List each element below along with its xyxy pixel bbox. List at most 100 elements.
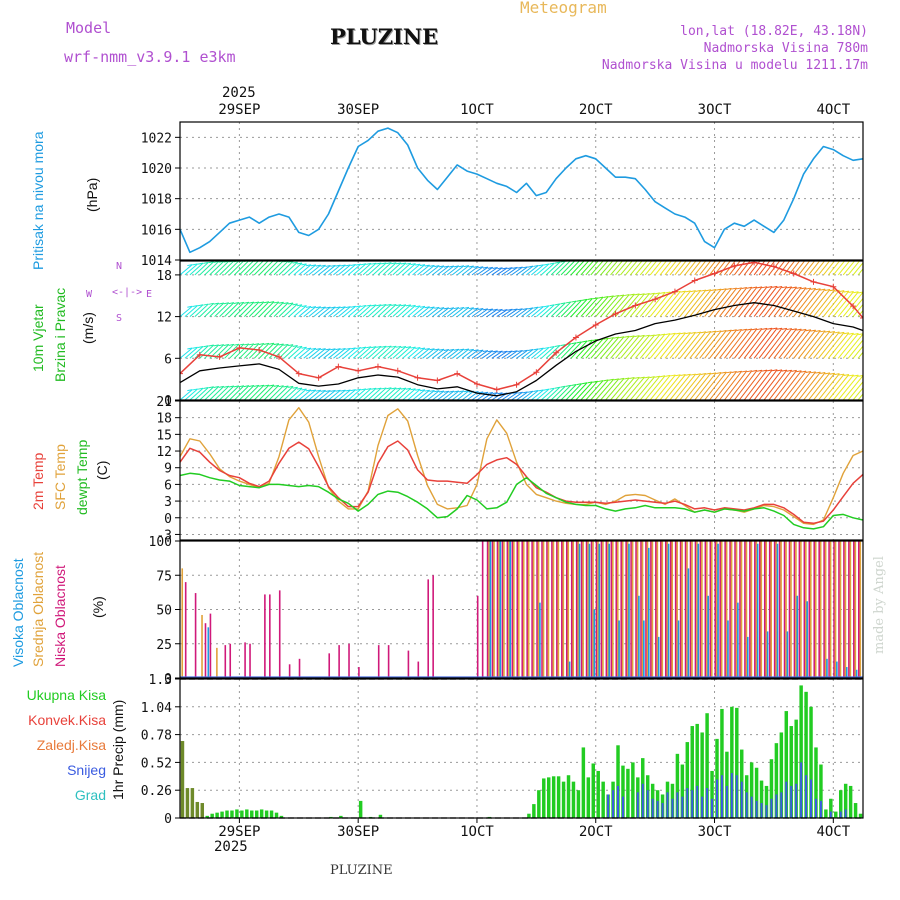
wind-barb — [862, 357, 863, 359]
wind-barb — [397, 346, 412, 359]
wind-barb-flag — [543, 263, 550, 266]
wind-barb — [248, 343, 265, 359]
wind-barb-flag — [253, 384, 260, 387]
bottom-year-label: 2025 — [214, 839, 248, 855]
wind-barb — [338, 347, 351, 359]
wind-barb-flag — [192, 388, 198, 391]
wind-barb — [204, 302, 220, 317]
precip-bar — [769, 759, 774, 818]
wind-barb — [540, 262, 555, 276]
wind-barb — [758, 261, 771, 276]
wind-barb-flag — [751, 369, 758, 372]
wind-barb-flag — [400, 262, 407, 265]
precip-bar — [804, 691, 808, 818]
wind-barb — [634, 376, 656, 400]
wind-barb — [862, 399, 863, 400]
wind-barb-flag — [434, 390, 440, 393]
wind-barb — [798, 261, 811, 276]
wind-barb-flag — [292, 303, 298, 306]
wind-barb — [501, 308, 513, 318]
wind-barb-flag — [741, 328, 747, 331]
wind-barb-flag — [350, 389, 356, 392]
wind-barb — [803, 372, 826, 400]
wind-barb-flag — [325, 348, 331, 351]
wind-barb-flag — [761, 327, 768, 330]
precip-bar — [735, 707, 739, 818]
wind-barb — [199, 344, 215, 359]
wind-barb-flag — [767, 245, 772, 246]
wind-barb — [288, 346, 303, 359]
wind-barb — [516, 391, 528, 400]
wind-barb — [328, 264, 341, 276]
wind-barb-flag — [243, 301, 250, 304]
snow-bar — [755, 800, 758, 818]
gust-marker — [180, 370, 183, 377]
wind-barb — [575, 339, 593, 359]
wind-barb — [634, 261, 648, 276]
y-tick-label: 25 — [156, 638, 172, 653]
wind-barb-flag — [634, 252, 639, 253]
wind-barb — [313, 306, 326, 317]
wind-barb — [620, 335, 640, 359]
snow-bar — [790, 785, 793, 818]
wind-barb-flag — [571, 383, 577, 386]
precip-bar — [339, 815, 343, 818]
wind-barb — [837, 291, 859, 317]
wind-barb — [728, 286, 753, 317]
wind-barb-flag — [565, 301, 571, 304]
wind-barb — [248, 384, 265, 400]
wind-barb — [278, 386, 294, 400]
wind-barb-flag — [549, 387, 555, 390]
wind-barb — [823, 373, 845, 400]
wind-barb-flag — [824, 372, 831, 375]
wind-barb-flag — [716, 330, 722, 333]
snow-bar — [716, 779, 718, 818]
wind-barb-flag — [533, 306, 539, 309]
wind-barb — [595, 337, 615, 359]
model-name: wrf-nmm_v3.9.1 e3km — [64, 48, 236, 66]
wind-barb — [243, 301, 260, 317]
wind-barb-flag — [292, 261, 298, 264]
y-tick-label: 50 — [156, 604, 172, 619]
y-tick-label: 0.78 — [141, 729, 172, 744]
wind-barb — [481, 350, 494, 359]
wind-barb — [347, 388, 362, 400]
wind-barb — [318, 306, 331, 317]
wind-barb — [263, 261, 279, 276]
wind-barb-flag — [305, 347, 312, 350]
snow-bar — [819, 800, 822, 818]
precip-bar — [180, 741, 185, 818]
wind-barb-flag — [844, 249, 849, 250]
precip-bar — [254, 810, 259, 818]
wind-barb — [798, 330, 821, 359]
wind-barb-flag — [695, 331, 701, 334]
wind-barb — [461, 265, 474, 276]
wind-barb-flag — [659, 291, 666, 294]
snow-bar — [775, 794, 778, 818]
wind-barb — [303, 347, 317, 359]
wind-barb — [857, 268, 863, 276]
wind-barb-flag — [751, 328, 758, 331]
wind-barb-flag — [877, 252, 882, 253]
y-tick-label: 1018 — [141, 193, 172, 208]
model-label: Model — [66, 19, 112, 37]
sfc-temp-line — [179, 407, 864, 526]
compass-cross-icon: <-|-> — [112, 287, 143, 298]
wind-barb — [649, 333, 671, 359]
wind-barb — [595, 261, 609, 276]
wind-barb — [644, 333, 666, 359]
wind-barb — [629, 261, 643, 276]
snow-bar — [696, 785, 699, 818]
wind-barb-flag — [258, 384, 265, 387]
wind-barb-flag — [862, 334, 863, 335]
pressure-label: Pritisak na nivou mora — [30, 131, 46, 270]
wind-barb-flag — [624, 377, 630, 380]
wind-barb-flag — [213, 344, 219, 347]
wind-barb-flag — [410, 346, 416, 349]
wind-barb-flag — [877, 335, 882, 336]
wind-barb-flag — [473, 265, 479, 268]
wind-barb-flag — [424, 347, 430, 350]
wind-barb — [392, 304, 407, 317]
wind-barb — [516, 349, 528, 359]
wind-barb-flag — [549, 262, 555, 265]
